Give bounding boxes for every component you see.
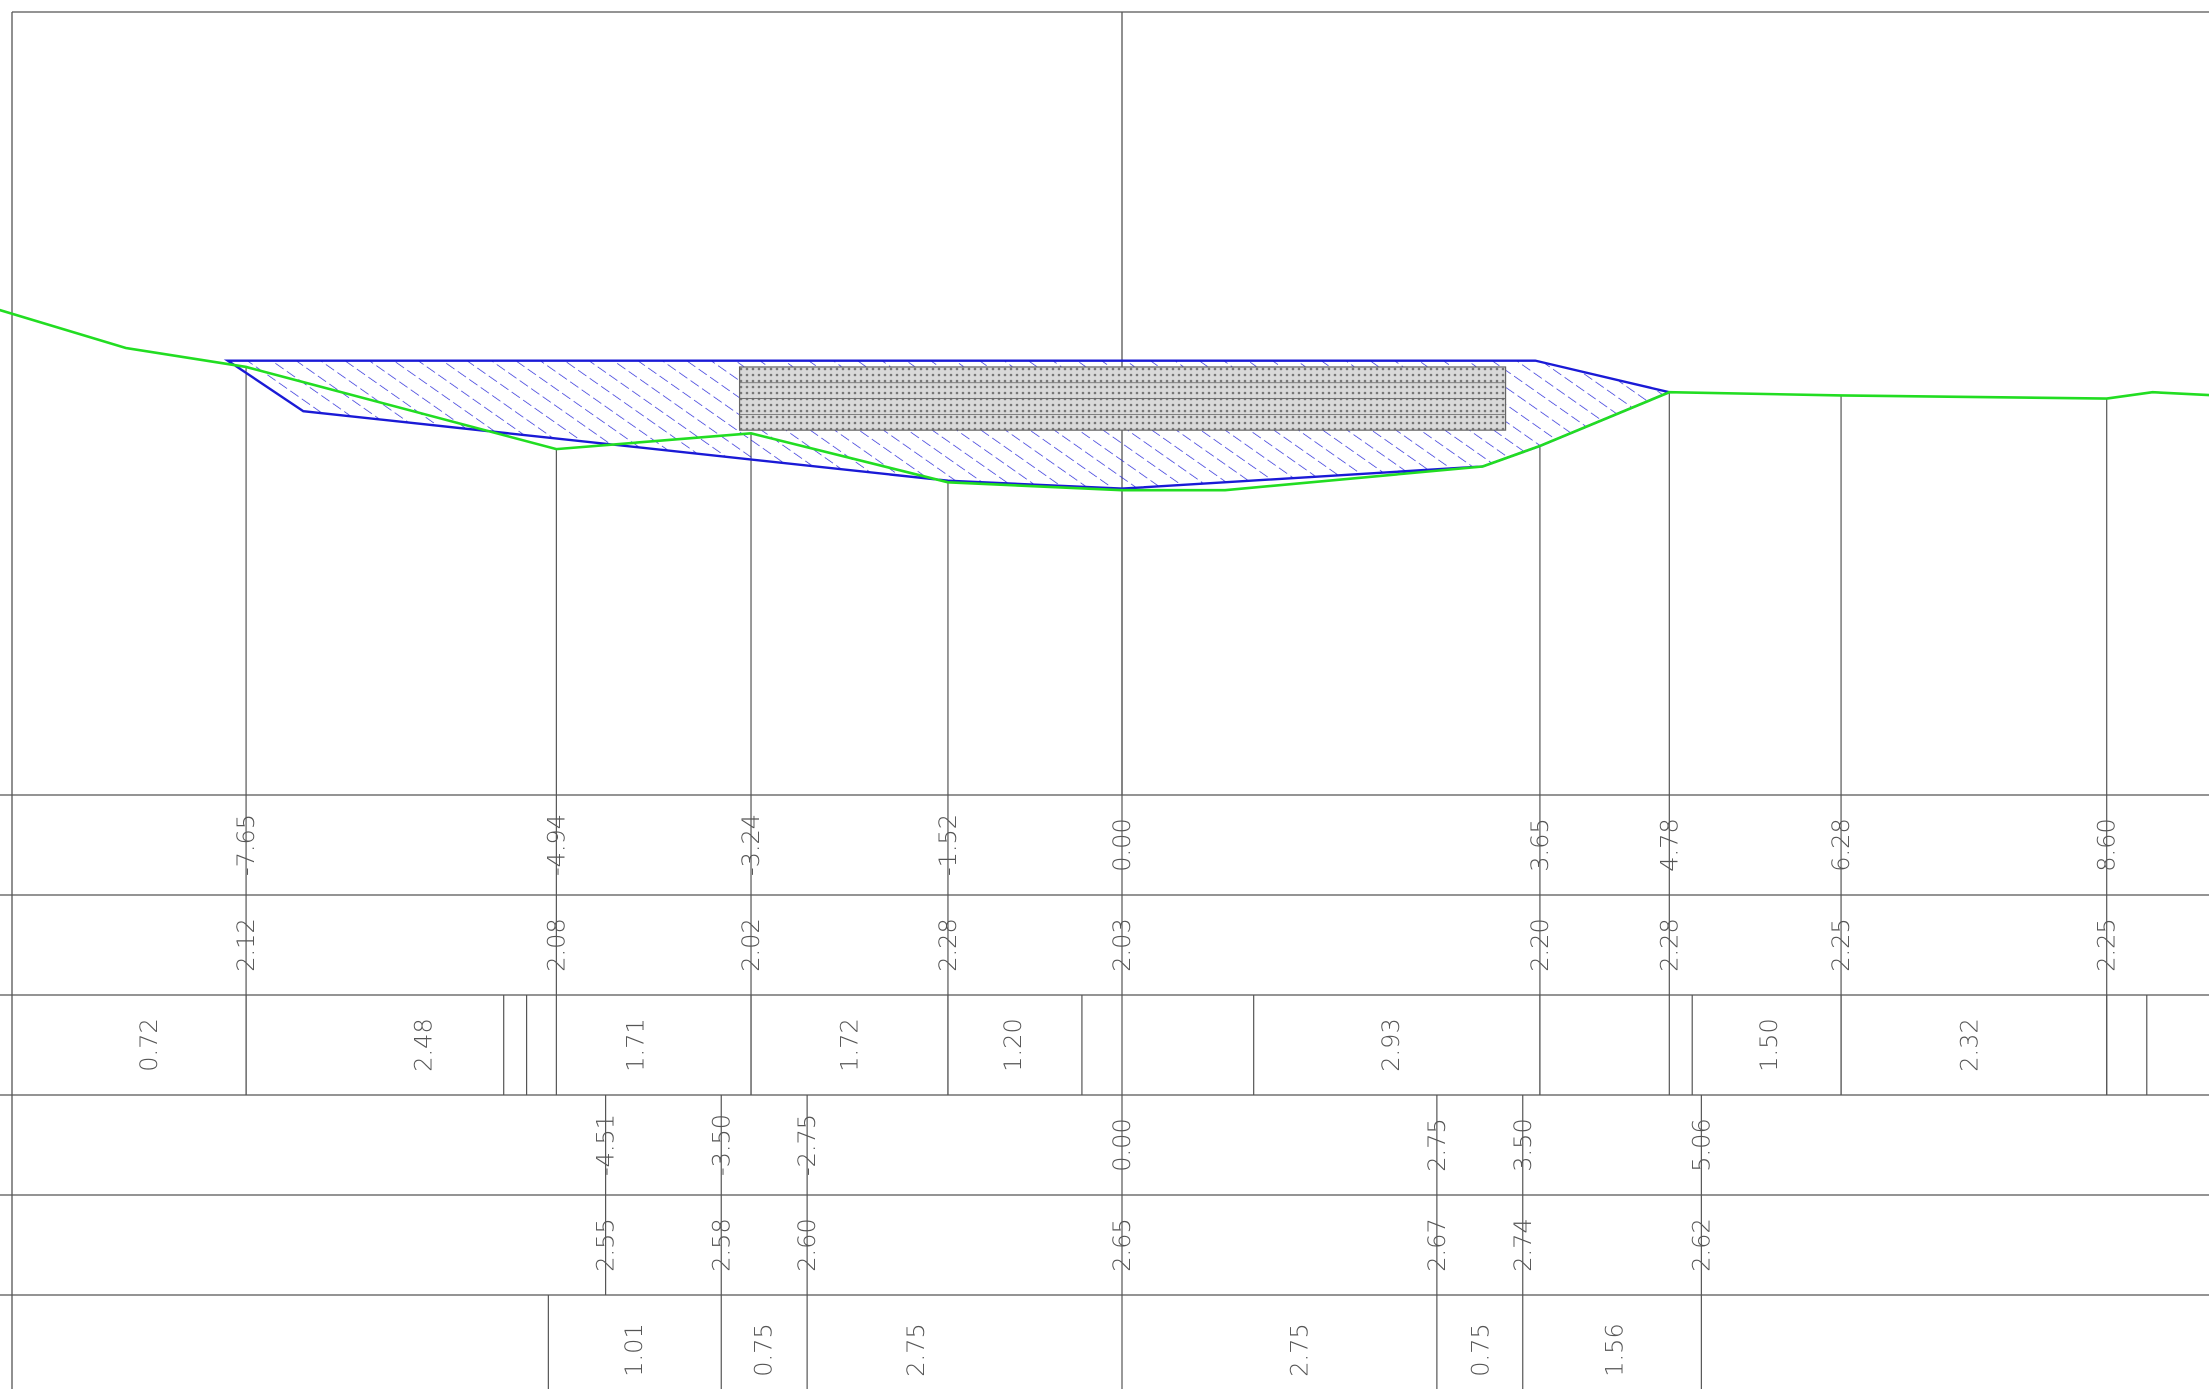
ground-offset-label: -4.94 bbox=[542, 814, 570, 876]
ground-segment-length: 0.72 bbox=[135, 1018, 163, 1071]
drawing-frame bbox=[0, 11, 2209, 1389]
data-table-labels: -12.48-11.36-9.99-7.65-4.94-3.24-1.520.0… bbox=[135, 814, 2121, 1377]
ground-offset-label: 4.78 bbox=[1655, 818, 1683, 871]
design-segment-length: 0.75 bbox=[1466, 1323, 1494, 1376]
ground-segment-length: 2.93 bbox=[1377, 1018, 1405, 1071]
design-segment-length: 2.75 bbox=[1285, 1323, 1313, 1376]
ground-segment-length: 1.20 bbox=[999, 1018, 1027, 1071]
ground-offset-label: -3.24 bbox=[737, 814, 765, 876]
design-offset-label: 3.50 bbox=[1509, 1118, 1537, 1171]
design-elevation-label: 2.62 bbox=[1687, 1218, 1715, 1271]
ground-segment-length: 1.72 bbox=[835, 1018, 863, 1071]
ground-segment-length: 1.50 bbox=[1755, 1018, 1783, 1071]
design-offset-label: -2.75 bbox=[793, 1114, 821, 1176]
ground-segment-length: 1.71 bbox=[621, 1018, 649, 1071]
design-offset-label: 2.75 bbox=[1423, 1118, 1451, 1171]
ground-offset-label: 6.28 bbox=[1827, 818, 1855, 871]
ground-elevation-label: 2.28 bbox=[934, 918, 962, 971]
ground-elevation-label: 2.02 bbox=[737, 918, 765, 971]
ground-offset-label: -7.65 bbox=[232, 814, 260, 876]
ground-line bbox=[0, 308, 2209, 492]
design-offset-label: 0.00 bbox=[1108, 1118, 1136, 1171]
design-segment-length: 2.75 bbox=[902, 1323, 930, 1376]
cross-section-profile bbox=[0, 308, 2209, 492]
ground-offset-label: 0.00 bbox=[1108, 818, 1136, 871]
ground-elevation-label: 2.20 bbox=[1526, 918, 1554, 971]
design-elevation-label: 2.67 bbox=[1423, 1218, 1451, 1271]
design-offset-label: -4.51 bbox=[592, 1114, 620, 1176]
ground-offset-label: 3.65 bbox=[1526, 818, 1554, 871]
ground-elevation-label: 2.25 bbox=[1827, 918, 1855, 971]
design-segment-length: 1.01 bbox=[620, 1323, 648, 1376]
ground-offset-label: -1.52 bbox=[934, 814, 962, 876]
design-segment-length: 1.56 bbox=[1600, 1323, 1628, 1376]
station-lines bbox=[245, 366, 2148, 1389]
design-offset-label: 5.06 bbox=[1687, 1118, 1715, 1171]
ground-elevation-label: 2.25 bbox=[2093, 918, 2121, 971]
design-offset-label: -3.50 bbox=[707, 1114, 735, 1176]
ground-elevation-label: 2.28 bbox=[1655, 918, 1683, 971]
ground-elevation-label: 2.08 bbox=[542, 918, 570, 971]
ground-segment-length: 2.32 bbox=[1955, 1018, 1983, 1071]
ground-elevation-label: 2.03 bbox=[1108, 918, 1136, 971]
design-elevation-label: 2.60 bbox=[793, 1218, 821, 1271]
ground-offset-label: 8.60 bbox=[2093, 818, 2121, 871]
ground-elevation-label: 2.12 bbox=[232, 918, 260, 971]
design-elevation-label: 2.55 bbox=[592, 1218, 620, 1271]
design-segment-length: 0.75 bbox=[750, 1323, 778, 1376]
design-elevation-label: 2.65 bbox=[1108, 1218, 1136, 1271]
design-elevation-label: 2.58 bbox=[707, 1218, 735, 1271]
design-elevation-label: 2.74 bbox=[1509, 1218, 1537, 1271]
ground-segment-length: 2.48 bbox=[410, 1018, 438, 1071]
